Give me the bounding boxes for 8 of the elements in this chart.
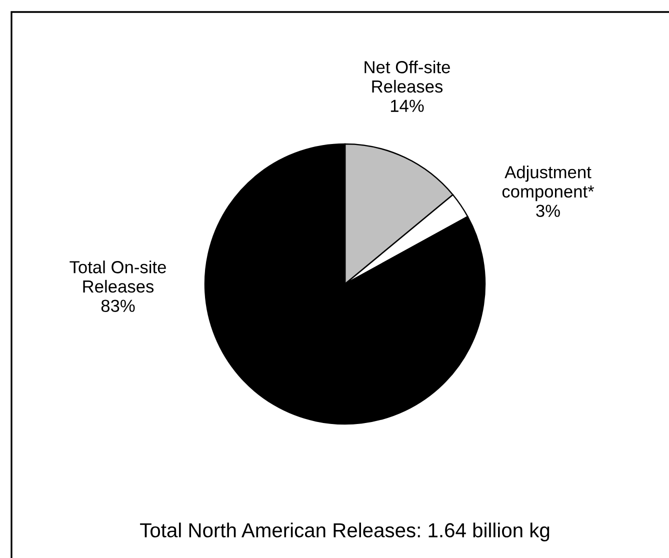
data-label: 3% [536,204,560,217]
slice-label: Net Off-site Releases [364,60,450,93]
pie-slice [204,143,486,425]
slice-label: Adjustment component* [502,166,594,202]
data-label: 83% [101,300,135,312]
text: Total North American Releases: 1.64 billion kg [140,522,550,542]
data-label: 14% [390,100,424,112]
slice-label: Total On-site Releases [70,260,166,293]
